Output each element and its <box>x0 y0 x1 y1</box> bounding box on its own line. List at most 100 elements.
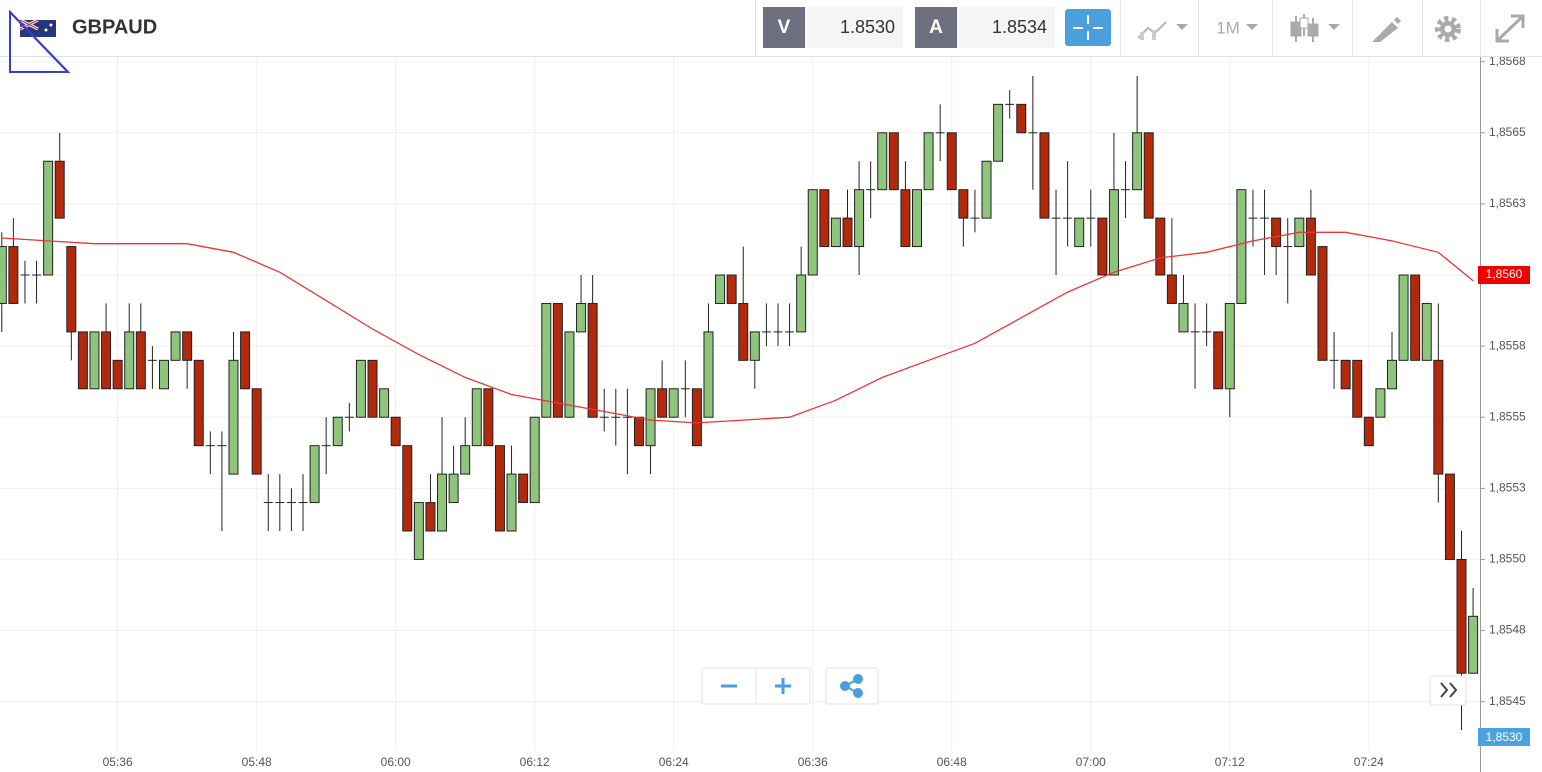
x-tick-label: 05:48 <box>242 755 272 769</box>
candle-body <box>1363 416 1374 447</box>
ask-button[interactable]: A 1.8534 <box>915 7 1055 48</box>
candle-body <box>286 502 296 504</box>
drawing-triangle-edge <box>9 11 69 73</box>
ask-label: A <box>929 17 943 38</box>
candle-body <box>1016 103 1027 134</box>
candle-body <box>830 217 841 248</box>
candle-body <box>1051 217 1061 219</box>
candle-body <box>993 103 1004 162</box>
candle-body <box>691 388 702 447</box>
x-tick-label: 06:12 <box>520 755 550 769</box>
candle-body <box>761 331 771 333</box>
y-tick-label: 1,8548 <box>1489 623 1526 637</box>
candle-body <box>645 388 656 447</box>
candle-body <box>726 274 737 304</box>
candle-body <box>1028 132 1038 134</box>
candle-body <box>1202 331 1212 333</box>
candle-body <box>749 331 760 361</box>
candle-body <box>1178 302 1189 333</box>
y-tick-label: 1,8555 <box>1489 409 1526 423</box>
candle-body <box>1305 217 1316 276</box>
candle-body <box>367 359 378 418</box>
candle-body <box>633 416 644 447</box>
candle-body <box>1317 246 1328 361</box>
candle-body <box>715 274 726 304</box>
x-tick-label: 06:24 <box>659 755 689 769</box>
candle-body <box>935 132 945 134</box>
settings-button[interactable] <box>1435 16 1461 42</box>
x-tick-label: 05:36 <box>103 755 133 769</box>
plot-area: 1,8568 1,8565 1,8563 1,8560 1,8558 1,8555 1,85… <box>0 54 1530 772</box>
share-button[interactable] <box>840 674 863 698</box>
candle-body <box>1283 246 1293 248</box>
candle-body <box>1063 217 1073 219</box>
candle-body <box>460 445 471 475</box>
candle-body <box>1213 331 1224 390</box>
x-tick-label: 06:48 <box>937 755 967 769</box>
x-tick-label: 07:00 <box>1076 755 1106 769</box>
candle-body <box>112 359 123 390</box>
candle-body <box>946 132 957 191</box>
candle-body <box>819 189 830 248</box>
candle-body <box>77 331 88 390</box>
candle-body <box>89 331 100 390</box>
candle-body <box>785 331 795 333</box>
candle-body <box>379 388 390 418</box>
price-tag-label: 1,8560 <box>1486 267 1523 281</box>
candle-body <box>1132 132 1143 191</box>
candle-body <box>170 331 181 361</box>
candle-body <box>43 160 54 276</box>
candle-body <box>888 132 899 191</box>
timeframe-button[interactable]: 1M <box>1216 18 1258 37</box>
candle-body <box>877 132 888 191</box>
candle-body <box>1108 189 1119 276</box>
candle-body <box>506 473 517 532</box>
candle-body <box>321 445 331 447</box>
candle-body <box>0 246 7 304</box>
candle-body <box>1121 189 1131 191</box>
candle-body <box>483 388 494 447</box>
candle-body <box>251 388 262 475</box>
candle-body <box>773 331 783 333</box>
fullscreen-button[interactable] <box>1495 14 1525 43</box>
candle-body <box>703 331 714 418</box>
share-box <box>825 667 879 705</box>
candle-body <box>622 416 632 418</box>
candle-body <box>866 189 876 191</box>
candle-body <box>970 217 980 219</box>
zoom-in-button[interactable] <box>775 678 791 694</box>
candle-body <box>1190 331 1200 333</box>
candle-body <box>263 502 273 504</box>
indicator-button[interactable] <box>1137 21 1188 40</box>
candle-body <box>1329 359 1339 361</box>
candle-body <box>1386 359 1397 390</box>
candle-body <box>657 388 668 418</box>
ask-label-box <box>915 7 957 48</box>
candle-body <box>680 388 690 390</box>
bottom-price-tag: 1,8530 <box>1478 728 1530 746</box>
candle-body <box>66 246 77 333</box>
candle-body <box>1166 274 1177 304</box>
zoom-controls <box>701 667 1467 706</box>
x-tick-label: 07:12 <box>1215 755 1245 769</box>
candle-body <box>135 331 146 390</box>
ask-value-box <box>957 7 1055 48</box>
candle-body <box>981 160 992 219</box>
candle-body <box>552 302 563 418</box>
chart-type-button[interactable] <box>1290 14 1340 42</box>
candle-body <box>529 416 540 504</box>
x-tick-label: 06:36 <box>798 755 828 769</box>
candle-body <box>1398 274 1409 361</box>
y-tick-label: 1,8565 <box>1489 125 1526 139</box>
candle-body <box>1224 302 1235 390</box>
candle-body <box>240 331 251 390</box>
candle-body <box>158 359 169 390</box>
crosshair-button[interactable] <box>1065 9 1111 46</box>
candle-body <box>1143 132 1154 219</box>
scroll-right-button[interactable] <box>1429 675 1467 706</box>
candle-body <box>923 132 934 191</box>
bid-button[interactable]: V 1.8530 <box>763 7 903 48</box>
draw-button[interactable] <box>1372 17 1401 42</box>
